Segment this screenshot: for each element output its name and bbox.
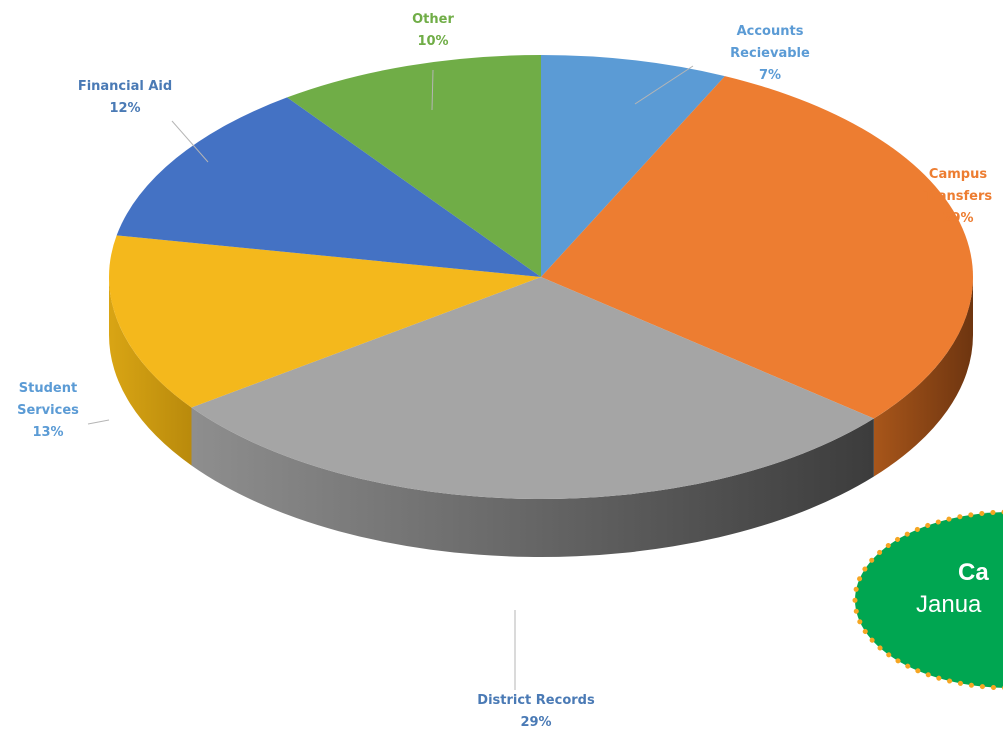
leader-line-5: [431, 69, 434, 111]
data-label-name-0: Accounts: [737, 24, 804, 39]
pie-side-3: [109, 277, 192, 466]
badge-subtitle: Janua: [916, 591, 982, 618]
pie-side-2: [191, 407, 874, 557]
pie-slice-5: [287, 55, 541, 277]
data-label-name-5: Other: [412, 12, 454, 27]
pie-side-1: [873, 277, 973, 477]
pie-slice-3: [109, 235, 542, 408]
data-label-name-1: Transfers: [924, 189, 992, 204]
data-label-pct-4: 12%: [109, 101, 140, 116]
leader-line-3: [87, 419, 110, 425]
badge-shape: [852, 509, 1003, 691]
data-label-pct-3: 13%: [32, 425, 63, 440]
data-label-name-3: Services: [17, 403, 79, 418]
data-label-name-3: Student: [19, 381, 77, 396]
data-label-pct-1: 29%: [942, 211, 973, 226]
data-label-name-1: Campus: [929, 167, 987, 182]
data-label-pct-5: 10%: [417, 34, 448, 49]
data-label-name-4: Financial Aid: [78, 79, 172, 94]
data-label-name-2: District Records: [477, 693, 595, 708]
leader-line-0: [634, 65, 694, 105]
badge-title: Ca: [958, 559, 989, 586]
pie-slice-1: [541, 76, 973, 419]
data-label-pct-0: 7%: [759, 68, 781, 83]
data-label-name-0: Recievable: [730, 46, 810, 61]
pie-slice-4: [116, 97, 541, 277]
leader-line-4: [171, 120, 209, 163]
pie-slice-0: [541, 55, 725, 277]
data-label-pct-2: 29%: [520, 715, 551, 730]
pie-slice-2: [191, 277, 874, 499]
